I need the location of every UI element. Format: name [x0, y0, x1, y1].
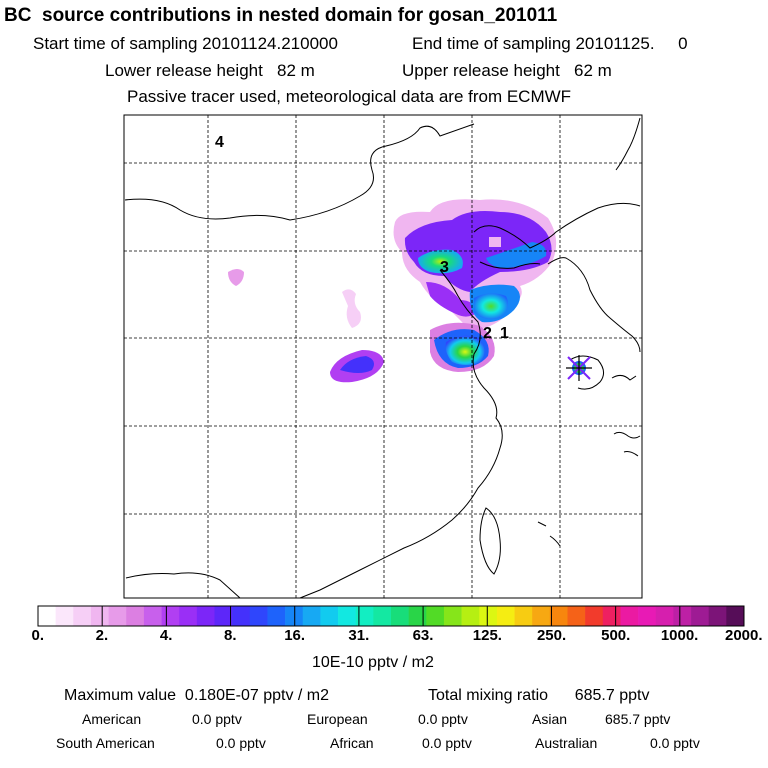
colorbar-tick-label: 500.	[601, 627, 631, 644]
maximum-value-label: Maximum value 0.180E-07 pptv / m2	[64, 687, 330, 704]
colorbar-tick-label: 4.	[159, 627, 173, 644]
colorbar-tick-label: 8.	[224, 627, 237, 644]
start-time-label: Start time of sampling 20101124.210000	[33, 34, 338, 53]
colorbar-unit-label: 10E-10 pptv / m2	[312, 654, 434, 671]
colorbar-cell	[443, 606, 462, 626]
region-australian-name: Australian	[535, 735, 598, 751]
tracer-info-label: Passive tracer used, meteorological data…	[127, 87, 572, 106]
colorbar-tick-label: 63.	[412, 627, 434, 644]
map-label-2: 2	[483, 325, 492, 342]
colorbar-cell	[373, 606, 392, 626]
colorbar-tick-label: 250.	[536, 627, 567, 644]
region-australian-value: 0.0 pptv	[650, 735, 700, 751]
colorbar-cell	[108, 606, 127, 626]
colorbar-cell	[320, 606, 339, 626]
colorbar-cell	[708, 606, 727, 626]
colorbar-cell	[196, 606, 215, 626]
region-american-name: American	[82, 711, 142, 727]
colorbar-cell	[391, 606, 409, 626]
colorbar-tick-label: 16.	[284, 627, 306, 644]
colorbar-cell	[126, 606, 145, 626]
map-label-4: 4	[215, 134, 224, 151]
region-asian-name: Asian	[532, 711, 568, 727]
colorbar-cell	[55, 606, 74, 626]
plot-title: BC source contributions in nested domain…	[4, 5, 558, 26]
upper-release-label: Upper release height 62 m	[402, 61, 612, 80]
region-south-american-name: South American	[56, 735, 155, 751]
region-european-name: European	[307, 711, 368, 727]
colorbar-cell	[338, 606, 356, 626]
plume-core	[418, 235, 508, 365]
colorbar-cell	[673, 606, 692, 626]
region-african-name: African	[330, 735, 374, 751]
colorbar-tick-label: 2000.	[725, 627, 763, 644]
colorbar-cell	[161, 606, 180, 626]
colorbar-cell	[726, 606, 745, 626]
colorbar-cell	[479, 606, 498, 626]
map-frame	[123, 114, 643, 599]
colorbar-tick-label: 31.	[348, 627, 370, 644]
colorbar-cell	[302, 606, 321, 626]
colorbar-cell	[620, 606, 639, 626]
colorbar-cell	[73, 606, 92, 626]
region-asian-value: 685.7 pptv	[605, 711, 671, 727]
colorbar-cell	[602, 606, 621, 626]
colorbar-cell	[267, 606, 286, 626]
colorbar-cell	[426, 606, 445, 626]
colorbar-tick-label: 125.	[472, 627, 502, 644]
region-european-value: 0.0 pptv	[418, 711, 468, 727]
colorbar-cell	[355, 606, 374, 626]
colorbar-cell	[638, 606, 657, 626]
colorbar-cell	[514, 606, 533, 626]
colorbar-cell	[496, 606, 515, 626]
colorbar-cell	[179, 606, 198, 626]
map-label-3: 3	[440, 259, 449, 276]
end-time-label: End time of sampling 20101125. 0	[412, 34, 688, 53]
colorbar-cell	[249, 606, 268, 626]
map-label-1: 1	[500, 325, 509, 342]
colorbar-cell	[285, 606, 304, 626]
colorbar-cell	[585, 606, 604, 626]
colorbar-cell	[532, 606, 551, 626]
colorbar-cell	[461, 606, 480, 626]
coastlines	[124, 117, 641, 599]
colorbar-cell	[232, 606, 251, 626]
colorbar-cell	[90, 606, 109, 626]
star-cross-icon	[566, 355, 592, 381]
total-mixing-ratio-label: Total mixing ratio 685.7 pptv	[428, 687, 650, 704]
colorbar-cell	[408, 606, 427, 626]
region-african-value: 0.0 pptv	[422, 735, 472, 751]
colorbar-cell	[38, 606, 56, 626]
lat-lon-grid	[124, 115, 642, 598]
colorbar-tick-label: 1000.	[660, 627, 699, 644]
colorbar-cell	[549, 606, 568, 626]
colorbar-frame	[37, 605, 745, 627]
colorbar-cell	[691, 606, 709, 626]
colorbar-tick-label: 0.	[31, 627, 45, 644]
colorbar-cell	[143, 606, 162, 626]
colorbar-tick-label: 2.	[95, 627, 109, 644]
lower-release-label: Lower release height 82 m	[105, 61, 315, 80]
colorbar-cell	[567, 606, 586, 626]
region-american-value: 0.0 pptv	[192, 711, 242, 727]
colorbar-cell	[655, 606, 674, 626]
region-south-american-value: 0.0 pptv	[216, 735, 266, 751]
colorbar-cell	[214, 606, 233, 626]
